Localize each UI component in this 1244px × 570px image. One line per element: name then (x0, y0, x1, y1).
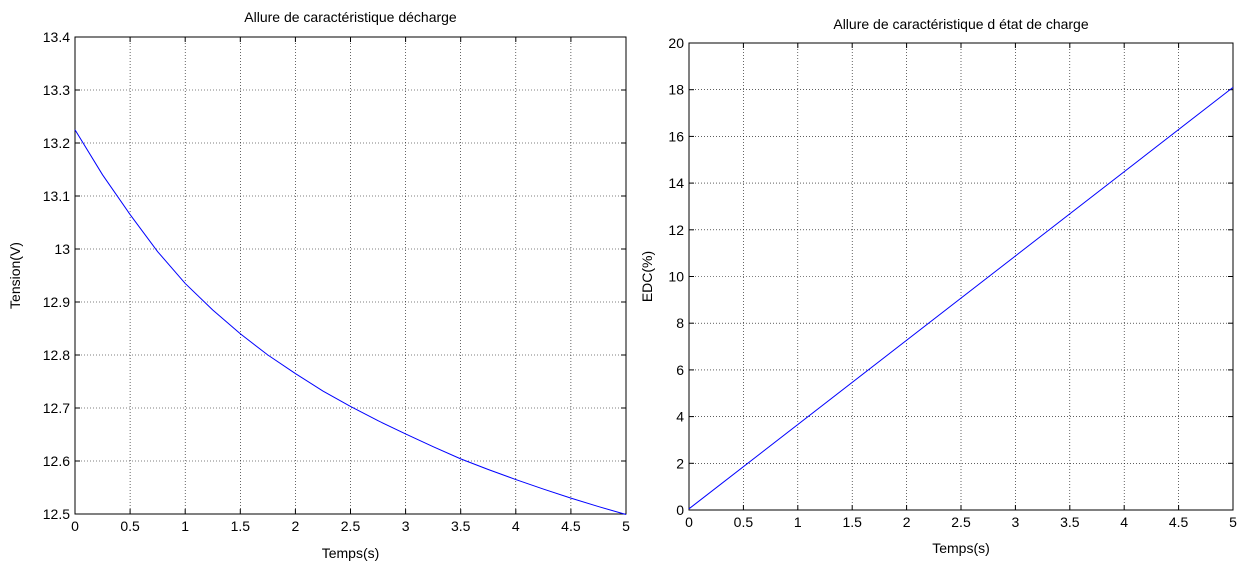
y-tick-label: 16 (668, 128, 684, 144)
x-tick-label: 1.5 (231, 518, 251, 534)
y-tick-label: 6 (676, 362, 684, 378)
y-tick-label: 14 (668, 175, 684, 191)
y-tick-label: 12 (668, 222, 684, 238)
y-tick-label: 8 (676, 315, 684, 331)
y-tick-label: 4 (676, 409, 684, 425)
plot-area (75, 37, 626, 514)
chart-title: Allure de caractéristique décharge (244, 9, 457, 25)
x-tick-label: 3.5 (451, 518, 471, 534)
x-tick-label: 2 (903, 514, 911, 530)
y-tick-label: 20 (668, 35, 684, 51)
y-tick-label: 10 (668, 269, 684, 285)
x-axis-label: Temps(s) (322, 545, 380, 561)
y-tick-label: 12.8 (43, 347, 70, 363)
x-tick-label: 3.5 (1060, 514, 1080, 530)
x-tick-label: 4.5 (1169, 514, 1189, 530)
y-tick-label: 12.9 (43, 294, 70, 310)
x-tick-label: 1.5 (842, 514, 862, 530)
y-tick-label: 18 (668, 82, 684, 98)
x-tick-label: 5 (622, 518, 630, 534)
axes-box (688, 42, 1234, 511)
chart-etat-de-charge: 0 0.5 1 1.5 2 2.5 3 3.5 4 4.5 5 0 2 4 6 8 10 12 14 16 18 20 Al… (639, 16, 1237, 556)
x-tick-label: 0 (71, 518, 79, 534)
x-tick-label: 0 (685, 514, 693, 530)
y-axis-label: EDC(%) (639, 251, 655, 302)
y-tick-label: 12.6 (43, 453, 70, 469)
y-tick-label: 13.2 (43, 135, 70, 151)
y-tick-label: 13 (54, 241, 70, 257)
y-tick-label: 13.1 (43, 188, 70, 204)
chart-decharge: 0 0.5 1 1.5 2 2.5 3 3.5 4 4.5 5 12.5 12.6 12.7 12.8 12.… (7, 9, 630, 561)
x-tick-label: 4.5 (561, 518, 581, 534)
x-tick-label: 0.5 (734, 514, 754, 530)
x-tick-label: 4 (512, 518, 520, 534)
x-tick-label: 2 (292, 518, 300, 534)
x-tick-label: 2.5 (341, 518, 361, 534)
x-tick-label: 5 (1229, 514, 1237, 530)
y-tick-label: 13.3 (43, 82, 70, 98)
x-tick-label: 1 (794, 514, 802, 530)
y-tick-label: 2 (676, 455, 684, 471)
chart-title: Allure de caractéristique d état de char… (833, 16, 1088, 32)
x-tick-label: 3 (402, 518, 410, 534)
axes-box (74, 36, 627, 515)
x-tick-label: 2.5 (951, 514, 971, 530)
y-tick-label: 12.7 (43, 400, 70, 416)
series-line (74, 129, 627, 516)
x-tick-label: 0.5 (120, 518, 140, 534)
y-tick-label: 0 (676, 502, 684, 518)
x-tick-label: 4 (1120, 514, 1128, 530)
x-tick-label: 3 (1012, 514, 1020, 530)
x-axis-label: Temps(s) (932, 540, 990, 556)
series-line (688, 86, 1234, 510)
y-axis-label: Tension(V) (7, 242, 23, 309)
y-tick-label: 12.5 (43, 506, 70, 522)
y-tick-label: 13.4 (43, 29, 70, 45)
x-tick-label: 1 (181, 518, 189, 534)
